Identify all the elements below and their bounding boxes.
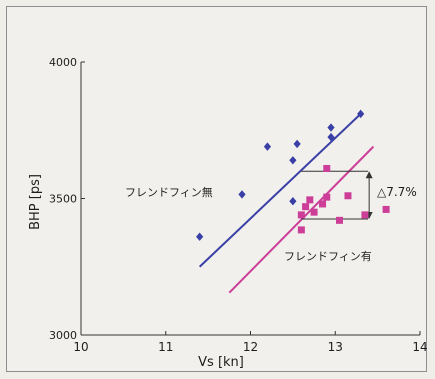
data-point-without-fin	[263, 142, 272, 151]
data-point-with-fin	[297, 211, 305, 219]
data-point-with-fin	[306, 196, 314, 204]
y-tick-label: 3500	[49, 193, 77, 206]
fit-line-without-fin	[198, 113, 362, 268]
data-point-without-fin	[327, 132, 335, 142]
series-label-with-fin: フレンドフィン有	[284, 249, 372, 263]
x-tick-label: 10	[73, 340, 88, 354]
delta-annotation: △7.7%	[377, 185, 417, 199]
y-tick-label: 3000	[49, 329, 77, 342]
data-point-with-fin	[344, 192, 352, 200]
y-axis-title: BHP [ps]	[28, 174, 43, 230]
data-point-with-fin	[302, 203, 310, 211]
data-point-without-fin	[357, 109, 365, 119]
data-point-without-fin	[196, 232, 204, 241]
data-point-without-fin	[289, 197, 297, 206]
x-tick-label: 13	[328, 340, 343, 354]
x-tick-label: 11	[158, 340, 173, 354]
data-point-with-fin	[323, 193, 331, 201]
data-point-with-fin	[297, 226, 305, 234]
data-point-with-fin	[361, 211, 369, 219]
data-point-with-fin	[310, 208, 318, 216]
x-tick-label: 14	[412, 340, 427, 354]
data-point-with-fin	[319, 200, 327, 208]
data-point-with-fin	[323, 164, 331, 172]
data-point-without-fin	[327, 123, 335, 132]
series-label-without-fin: フレンドフィン無	[125, 185, 213, 199]
data-point-without-fin	[238, 190, 246, 199]
data-point-without-fin	[293, 139, 301, 149]
chart-frame: 10 11 12 13 14 3000 3500 4000 フレンドフィン無 フレンドフィン有…	[6, 6, 428, 372]
annotation-arrow-head-up	[365, 171, 373, 179]
data-point-with-fin	[382, 205, 390, 213]
data-point-with-fin	[335, 216, 343, 224]
data-point-without-fin	[289, 156, 297, 165]
x-tick-label: 12	[243, 340, 258, 354]
fit-line-with-fin	[228, 145, 375, 294]
y-tick-label: 4000	[49, 56, 77, 69]
scatter-chart: 10 11 12 13 14 3000 3500 4000 フレンドフィン無 フレンドフィン有…	[28, 56, 428, 370]
x-axis-title: Vs [kn]	[198, 355, 244, 370]
